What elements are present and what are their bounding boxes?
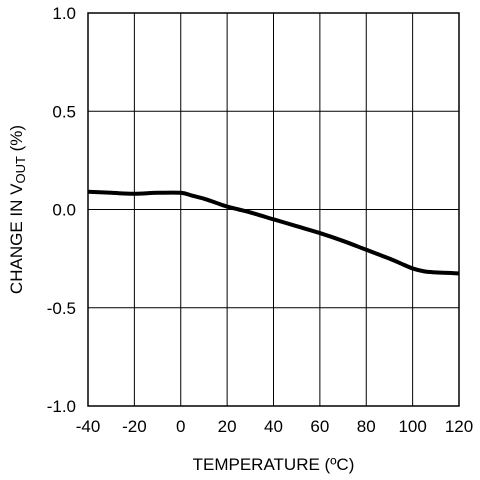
x-tick-label: -20 bbox=[122, 417, 147, 436]
x-tick-labels: -40 -20 0 20 40 60 80 100 120 bbox=[76, 417, 473, 436]
y-tick-label: 0.5 bbox=[52, 102, 76, 121]
y-axis-title-suffix: (%) bbox=[7, 125, 26, 156]
series-layer bbox=[87, 189, 460, 276]
x-tick-label: 100 bbox=[398, 417, 426, 436]
x-tick-label: 40 bbox=[264, 417, 283, 436]
y-axis-title-prefix: CHANGE IN V bbox=[7, 183, 26, 294]
x-tick-label: -40 bbox=[76, 417, 101, 436]
grid bbox=[87, 12, 460, 407]
y-tick-label: 0.0 bbox=[52, 201, 76, 220]
x-tick-label: 80 bbox=[357, 417, 376, 436]
series-line-0 bbox=[87, 189, 460, 276]
y-tick-labels: 1.0 0.5 0.0 -0.5 -1.0 bbox=[47, 4, 76, 416]
x-tick-label: 20 bbox=[218, 417, 237, 436]
x-tick-label: 60 bbox=[310, 417, 329, 436]
y-tick-label: -0.5 bbox=[47, 299, 76, 318]
x-tick-label: 120 bbox=[445, 417, 473, 436]
x-tick-label: 0 bbox=[176, 417, 185, 436]
y-axis-title-subscript: OUT bbox=[13, 156, 28, 184]
x-axis-title: TEMPERATURE (ºC) bbox=[193, 455, 355, 474]
y-axis-title: CHANGE IN VOUT (%) bbox=[7, 125, 28, 294]
plot-frame bbox=[87, 12, 460, 407]
y-tick-label: 1.0 bbox=[52, 4, 76, 23]
y-tick-label: -1.0 bbox=[47, 397, 76, 416]
